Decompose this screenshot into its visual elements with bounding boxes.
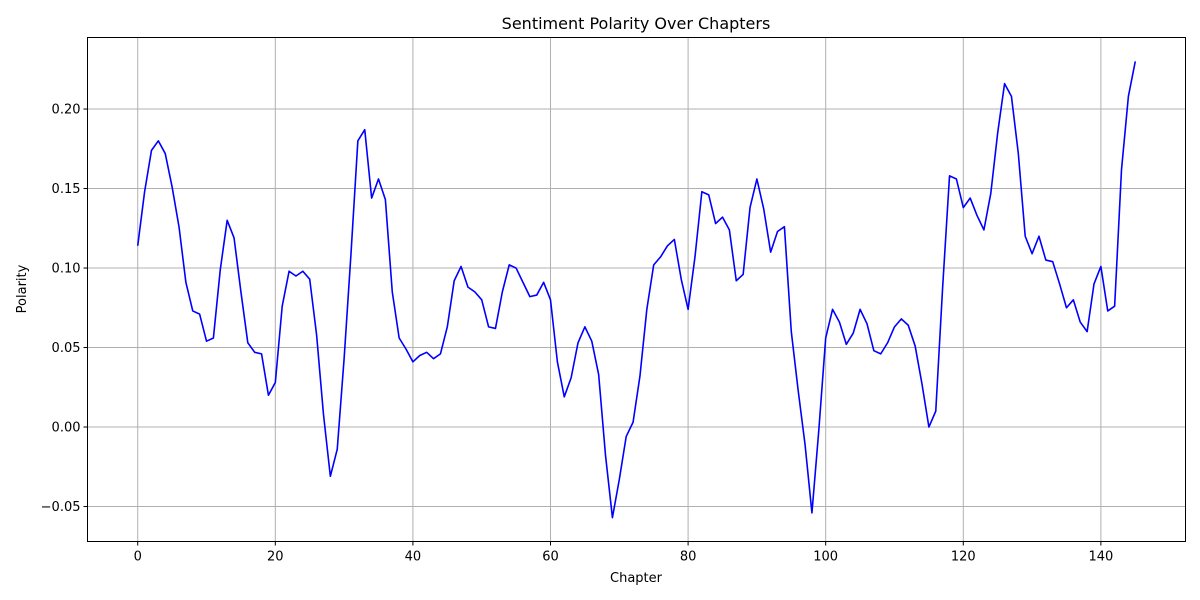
y-tick-label: −0.05 (41, 500, 81, 515)
y-tick-label: 0.15 (52, 182, 81, 197)
x-tick-label: 100 (813, 550, 838, 565)
series-group (136, 61, 1137, 519)
y-axis: −0.05 0.00 0.05 0.10 0.15 0.20 (41, 103, 88, 515)
grid (87, 37, 1186, 542)
y-tick-label: 0.05 (52, 341, 81, 356)
polarity-series-line (136, 61, 1137, 519)
x-tick-label: 20 (267, 550, 284, 565)
x-tick-label: 80 (680, 550, 697, 565)
x-tick-label: 0 (134, 550, 142, 565)
x-tick-label: 120 (951, 550, 976, 565)
x-tick-label: 60 (542, 550, 559, 565)
chart-title: Sentiment Polarity Over Chapters (502, 14, 771, 33)
y-tick-label: 0.10 (52, 262, 81, 277)
y-tick-label: 0.00 (52, 421, 81, 436)
y-tick-label: 0.20 (52, 103, 81, 118)
y-axis-label: Polarity (15, 264, 30, 313)
x-axis: 0 20 40 60 80 100 120 140 (134, 541, 1113, 565)
x-tick-label: 140 (1088, 550, 1113, 565)
x-axis-label: Chapter (610, 571, 663, 586)
x-tick-label: 40 (405, 550, 422, 565)
plot-frame (87, 37, 1186, 542)
